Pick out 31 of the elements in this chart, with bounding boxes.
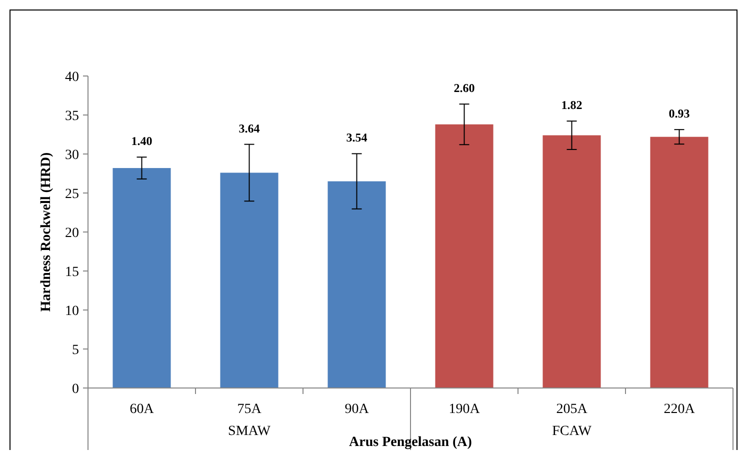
y-tick-label: 35	[65, 108, 79, 124]
y-tick-label: 0	[72, 382, 79, 397]
y-axis-title: Hardness Rockwell (HRD)	[39, 152, 54, 312]
bar	[220, 172, 278, 388]
y-tick-label: 20	[65, 226, 79, 241]
annotation: 2.60	[454, 81, 475, 96]
bar	[328, 181, 386, 388]
annotation: 0.93	[668, 106, 690, 121]
annotation: 3.54	[346, 130, 368, 145]
y-tick-label: 10	[65, 304, 79, 319]
x-tick-label: 190A	[448, 402, 481, 417]
x-tick-label: 75A	[237, 402, 262, 417]
bar	[542, 135, 601, 388]
y-tick-label: 15	[65, 264, 79, 280]
x-tick-label: 205A	[556, 402, 588, 417]
y-tick-label: 30	[65, 148, 79, 163]
bar	[435, 124, 494, 388]
annotation: 3.64	[238, 121, 260, 136]
text: SMAW	[228, 424, 272, 439]
annotation: 1.82	[561, 98, 582, 112]
y-tick-label: 5	[72, 342, 79, 358]
y-tick-label: 40	[65, 70, 79, 85]
text: FCAW	[552, 424, 592, 439]
annotation: 1.40	[131, 134, 152, 148]
x-tick-label: 90A	[344, 402, 370, 417]
y-tick-label: 25	[65, 186, 79, 202]
bar	[650, 136, 708, 388]
bar	[112, 168, 171, 388]
x-tick-label: 60A	[130, 402, 155, 417]
x-axis-title: Arus Pengelasan (A)	[349, 435, 472, 450]
x-tick-label: 220A	[664, 402, 696, 417]
